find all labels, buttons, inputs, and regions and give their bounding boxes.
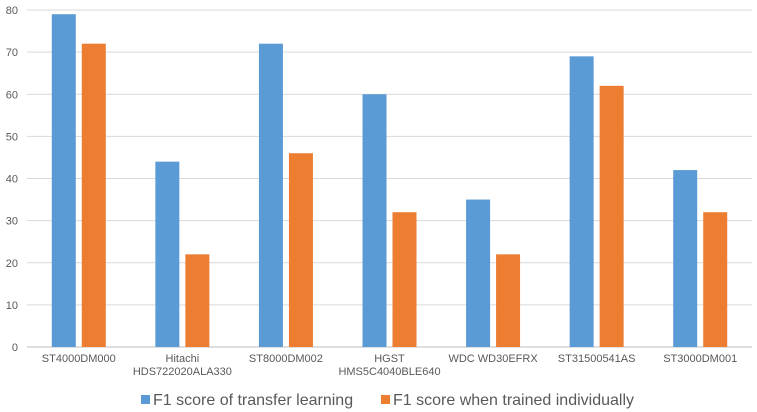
x-tick-label: ST31500541AS (558, 353, 636, 365)
x-tick-label: HMS5C4040BLE640 (338, 366, 440, 378)
y-tick-label: 80 (6, 5, 18, 17)
bar-trained-individually (81, 43, 106, 347)
bar-transfer-learning (569, 56, 594, 348)
bar-transfer-learning (51, 14, 76, 348)
bar-transfer-learning (155, 161, 180, 347)
bar-transfer-learning (258, 43, 283, 347)
bar-trained-individually (496, 254, 521, 347)
x-tick-label: ST3000DM001 (663, 353, 737, 365)
y-tick-label: 30 (6, 216, 18, 228)
y-tick-label: 50 (6, 131, 18, 143)
legend-swatch (381, 395, 390, 404)
legend-label: F1 score when trained individually (393, 392, 634, 409)
x-tick-label: ST8000DM002 (249, 353, 323, 365)
gridlines (27, 9, 752, 348)
x-tick-label: WDC WD30EFRX (448, 353, 538, 365)
bar-trained-individually (599, 85, 624, 347)
watermark-text: 知乎 @云兴霞蔚 (592, 369, 716, 389)
bar-trained-individually (392, 212, 417, 347)
bars (51, 14, 728, 348)
y-tick-label: 20 (6, 258, 18, 270)
legend-label: F1 score of transfer learning (153, 392, 353, 409)
bar-trained-individually (288, 153, 313, 347)
bar-trained-individually (703, 212, 728, 347)
y-tick-label: 40 (6, 174, 18, 186)
x-tick-label: HGST (374, 353, 405, 365)
x-tick-label: Hitachi (166, 353, 200, 365)
bar-transfer-learning (362, 94, 387, 347)
y-tick-label: 70 (6, 47, 18, 59)
x-tick-label: HDS722020ALA330 (133, 366, 232, 378)
bar-transfer-learning (673, 170, 698, 347)
y-tick-label: 0 (12, 342, 18, 354)
legend-swatch (141, 395, 150, 404)
x-tick-label: ST4000DM000 (42, 353, 116, 365)
y-tick-label: 60 (6, 89, 18, 101)
bar-trained-individually (185, 254, 210, 347)
y-axis: 0 10 20 30 40 50 60 70 80 (6, 5, 18, 354)
bar-transfer-learning (466, 199, 491, 347)
legend: F1 score of transfer learning F1 score wh… (141, 392, 634, 409)
y-tick-label: 10 (6, 300, 18, 312)
